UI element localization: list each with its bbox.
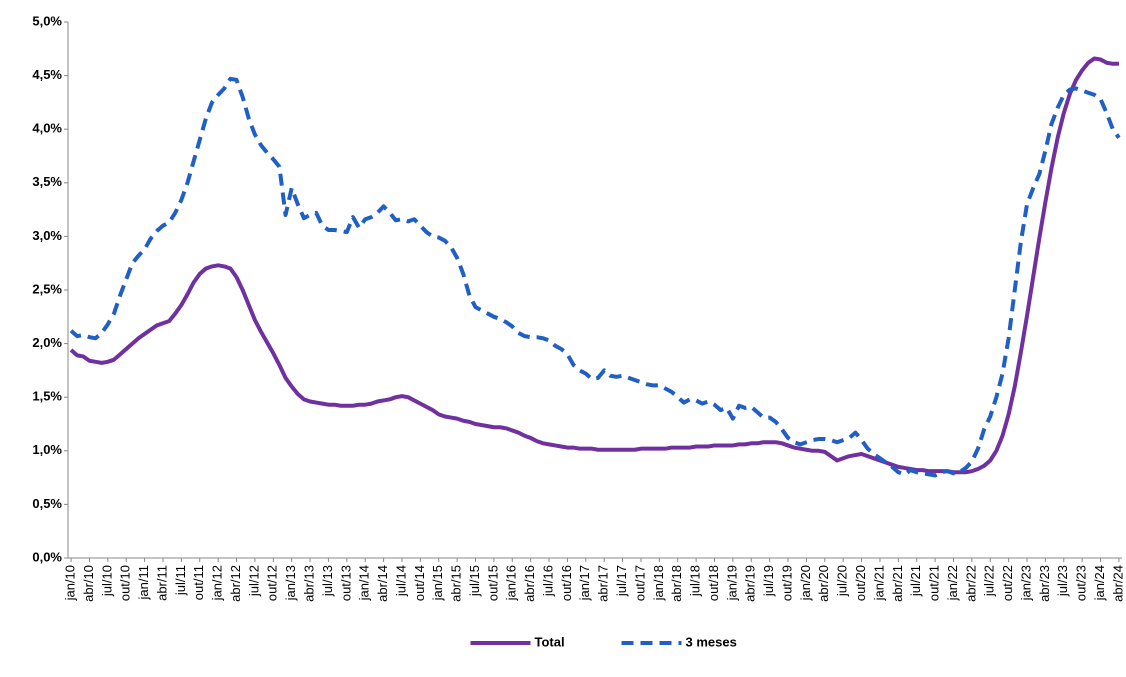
y-tick-label: 0,0% [32,549,62,564]
x-tick-label: jul/22 [982,565,997,597]
x-tick-label: out/14 [412,565,427,601]
x-tick-label: jan/10 [63,565,78,601]
x-tick-label: abr/11 [154,565,169,601]
y-tick-label: 5,0% [32,13,62,28]
x-tick-label: jan/22 [945,565,960,601]
line-series [69,76,1121,478]
x-tick-label: out/18 [706,565,721,601]
x-tick-label: abr/18 [669,565,684,602]
x-tick-label: jan/19 [724,565,739,601]
y-tick-label: 1,0% [32,442,62,457]
x-tick-label: jul/19 [761,565,776,597]
x-tick-label: abr/12 [228,565,243,602]
x-tick-label: out/16 [559,565,574,601]
y-tick-label: 1,5% [32,389,62,404]
x-tick-label: abr/14 [375,565,390,602]
x-tick-label: jan/21 [871,565,886,601]
x-tick-label: jul/20 [835,565,850,597]
line-series [69,56,1119,475]
x-tick-label: jan/24 [1092,565,1107,601]
y-tick-label: 3,0% [32,228,62,243]
y-tick-label: 2,0% [32,335,62,350]
x-tick-label: jan/20 [798,565,813,601]
legend-label: Total [535,634,565,649]
x-tick-label: jul/17 [614,565,629,597]
x-tick-label: jan/13 [283,565,298,601]
x-tick-label: jan/15 [430,565,445,601]
x-tick-label: out/15 [485,565,500,601]
x-tick-label: abr/10 [81,565,96,602]
x-tick-label: abr/16 [522,565,537,602]
x-tick-label: jul/18 [688,565,703,597]
x-tick-label: jan/12 [210,565,225,601]
x-tick-label: jul/15 [467,565,482,597]
x-tick-label: abr/21 [890,565,905,602]
x-tick-label: abr/23 [1037,565,1052,602]
x-tick-label: out/10 [118,565,133,601]
x-tick-label: jan/17 [577,565,592,601]
x-tick-label: out/12 [265,565,280,601]
x-tick-label: out/23 [1074,565,1089,601]
legend-label: 3 meses [686,634,737,649]
x-tick-label: jul/16 [540,565,555,597]
x-tick-label: jan/14 [357,565,372,601]
x-tick-label: abr/24 [1110,565,1125,602]
x-tick-label: abr/17 [596,565,611,602]
x-tick-label: jul/13 [320,565,335,597]
x-tick-label: out/17 [632,565,647,601]
x-tick-label: abr/19 [743,565,758,602]
x-tick-label: out/21 [927,565,942,601]
x-tick-label: jul/14 [393,565,408,597]
x-tick-label: jan/18 [651,565,666,601]
x-tick-label: jul/21 [908,565,923,597]
x-tick-label: jul/11 [173,565,188,596]
x-tick-label: out/19 [779,565,794,601]
y-tick-label: 4,5% [32,67,62,82]
x-tick-label: abr/22 [963,565,978,602]
y-tick-label: 2,5% [32,281,62,296]
x-tick-label: abr/20 [816,565,831,602]
y-tick-label: 4,0% [32,121,62,136]
x-tick-label: out/13 [338,565,353,601]
x-tick-label: out/20 [853,565,868,601]
y-tick-label: 3,5% [32,174,62,189]
x-tick-label: abr/13 [301,565,316,602]
x-tick-label: out/22 [1000,565,1015,601]
x-tick-label: abr/15 [449,565,464,602]
x-tick-label: jul/10 [99,565,114,597]
x-tick-label: out/11 [191,565,206,600]
x-tick-label: jan/16 [504,565,519,601]
x-tick-label: jul/23 [1055,565,1070,597]
x-tick-label: jul/12 [246,565,261,597]
x-tick-label: jan/11 [136,565,151,600]
x-tick-label: jan/23 [1018,565,1033,601]
y-tick-label: 0,5% [32,496,62,511]
